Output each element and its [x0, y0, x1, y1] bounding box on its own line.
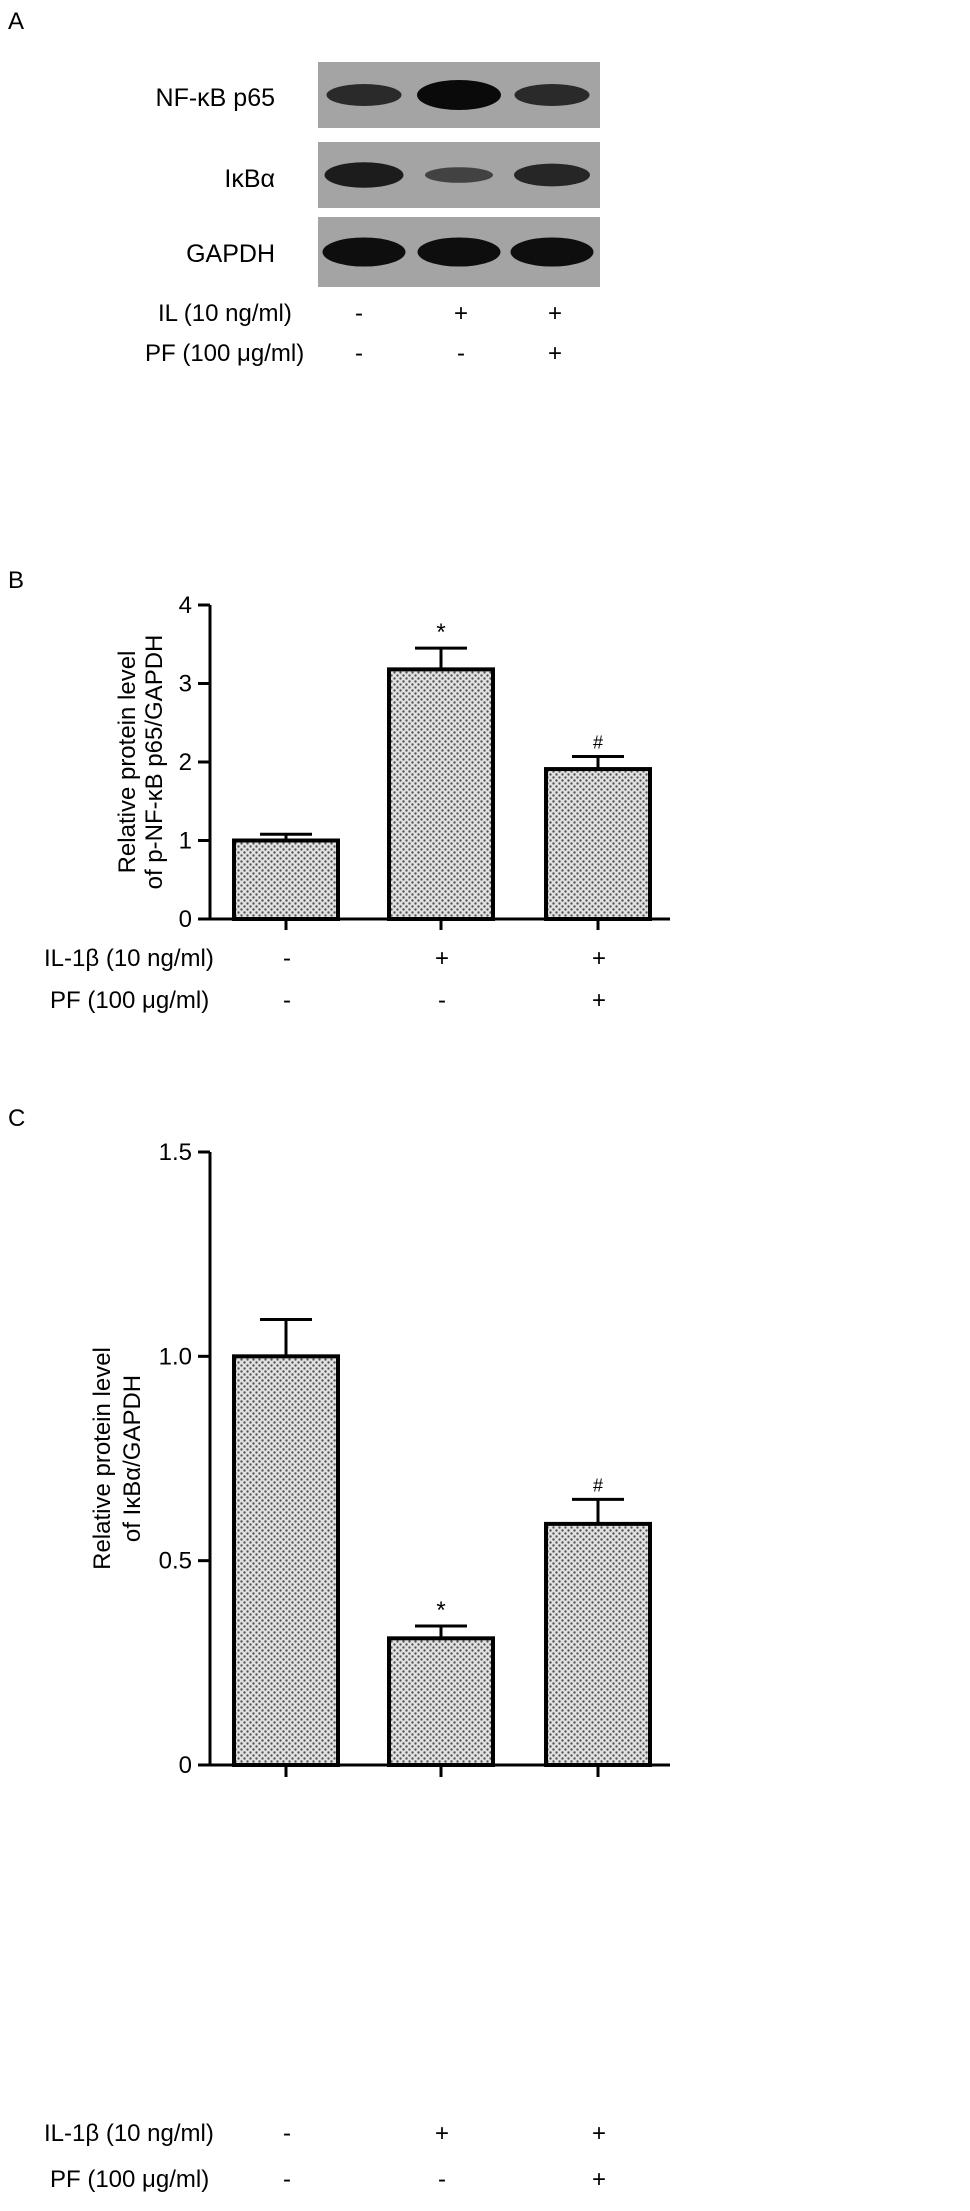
y-tick-label: 0.5 — [159, 1548, 192, 1575]
blot-band — [514, 84, 590, 106]
blot-label-ikba: IκBα — [224, 165, 275, 193]
significance-marker: # — [593, 1475, 603, 1495]
blot-label-gapdh: GAPDH — [186, 240, 275, 268]
significance-marker: # — [593, 733, 603, 753]
bar — [232, 1354, 340, 1767]
panel-a-sign: - — [355, 340, 363, 367]
blot-band — [425, 167, 493, 183]
panel-a-sign: - — [355, 300, 363, 327]
y-tick-label: 1 — [179, 828, 192, 855]
panel-b-sign: - — [283, 987, 291, 1014]
y-axis-label: Relative protein level — [89, 1347, 116, 1570]
blot-band — [324, 162, 404, 188]
panel-c-letter: C — [8, 1105, 26, 1132]
blot-band — [326, 84, 402, 106]
y-tick-label: 1.5 — [159, 1139, 192, 1166]
bar — [387, 1636, 495, 1767]
y-tick-label: 0 — [179, 906, 192, 930]
panel-a-sign: + — [547, 340, 562, 367]
panel-c-condition-il: IL-1β (10 ng/ml) — [44, 2120, 214, 2147]
panel-a-sign: + — [453, 300, 468, 327]
panel-a-sign: - — [457, 340, 465, 367]
panel-a-letter: A — [8, 8, 25, 35]
blot-band — [514, 163, 590, 187]
panel-a-sign: + — [547, 300, 562, 327]
y-axis-label: of p-NF-κB p65/GAPDH — [141, 635, 168, 890]
panel-c-sign: - — [283, 2166, 291, 2193]
y-tick-label: 4 — [179, 592, 192, 619]
blot-strip — [318, 217, 600, 287]
panel-b-sign: + — [591, 987, 606, 1014]
y-tick-label: 2 — [179, 749, 192, 776]
panel-b-condition-il: IL-1β (10 ng/ml) — [44, 945, 214, 972]
y-axis-label: of IκBα/GAPDH — [119, 1375, 146, 1542]
blot-band — [417, 237, 501, 267]
y-tick-label: 1.0 — [159, 1343, 192, 1370]
significance-marker: * — [436, 619, 445, 646]
panel-a-condition-pf: PF (100 μg/ml) — [145, 340, 305, 367]
significance-marker: * — [436, 1597, 445, 1624]
panel-a-condition-il: IL (10 ng/ml) — [158, 300, 292, 327]
blot-strip — [318, 62, 600, 128]
panel-c-sign: - — [283, 2120, 291, 2147]
panel-b-letter: B — [8, 567, 25, 594]
panel-b-sign: + — [591, 945, 606, 972]
panel-c-sign: + — [591, 2166, 606, 2193]
bar-chart-b: 0 1 2 3 4 Relative protein level of p-NF-κB p6… — [114, 592, 670, 930]
bar — [387, 667, 495, 922]
panel-b-sign: + — [434, 945, 449, 972]
panel-c-sign: + — [591, 2120, 606, 2147]
bar-chart-c: 0 0.5 1.0 1.5 Relative protein level of IκBα/… — [89, 1139, 670, 1779]
panel-c-sign: + — [434, 2120, 449, 2147]
panel-c-condition-pf: PF (100 μg/ml) — [50, 2166, 210, 2193]
blot-band — [417, 80, 501, 110]
bar — [544, 767, 652, 921]
bar — [232, 838, 340, 921]
panel-b-sign: - — [438, 987, 446, 1014]
y-tick-label: 3 — [179, 671, 192, 698]
blot-band — [322, 237, 406, 267]
western-blot-image — [318, 62, 600, 287]
blot-strip — [318, 142, 600, 208]
y-tick-label: 0 — [179, 1752, 192, 1779]
y-axis-label: Relative protein level — [114, 651, 141, 874]
blot-label-nfkb: NF-κB p65 — [155, 84, 275, 112]
panel-b-sign: - — [283, 945, 291, 972]
panel-c-sign: - — [438, 2166, 446, 2193]
bar — [544, 1521, 652, 1767]
panel-b-condition-pf: PF (100 μg/ml) — [50, 987, 210, 1014]
blot-band — [510, 237, 594, 267]
